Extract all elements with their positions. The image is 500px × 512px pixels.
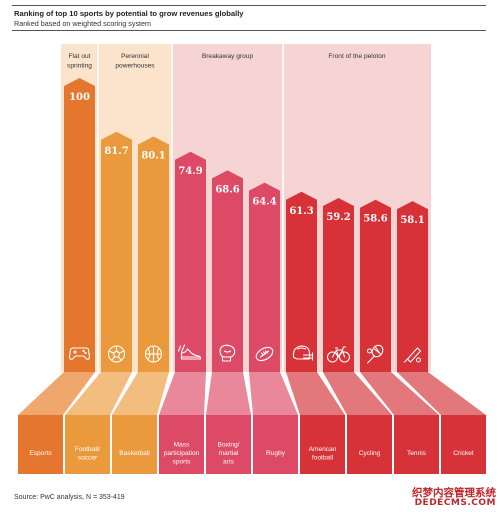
category-label-box: [112, 415, 157, 474]
bar-value-label: 58.6: [363, 214, 387, 225]
base-slab: [159, 372, 206, 415]
running-shoe-icon: [177, 344, 202, 360]
bar: [323, 197, 354, 372]
source-note: Source: PwC analysis, N = 353-419: [14, 494, 125, 501]
bar-value-label: 58.1: [400, 215, 424, 226]
group-label: Perennial powerhouses: [115, 53, 155, 70]
category-label-box: [300, 415, 345, 474]
group-label: Front of the peloton: [328, 53, 386, 60]
cricket-bat-icon: [403, 347, 422, 363]
bar-value-label: 64.4: [252, 197, 276, 208]
category-label: Boxing/martial arts: [218, 442, 240, 466]
chart-title: Ranking of top 10 sports by potential to…: [14, 9, 244, 18]
category-label: Mass participation sports: [164, 442, 200, 466]
category-label: Esports: [29, 450, 52, 457]
category-label-box: [65, 415, 110, 474]
bar-value-label: 68.6: [215, 184, 239, 195]
bar: [64, 78, 95, 372]
bar: [360, 199, 391, 372]
base-slab: [206, 372, 251, 415]
bicycle-icon: [326, 346, 351, 363]
bar: [175, 151, 206, 372]
category-label: Rugby: [266, 450, 286, 457]
base-slab: [65, 372, 132, 415]
category-label-box: [347, 415, 392, 474]
bar: [101, 131, 132, 372]
bar-value-label: 81.7: [104, 146, 128, 157]
category-label-box: [18, 415, 63, 474]
group-label: Breakaway group: [202, 53, 254, 60]
header-rule: [12, 30, 486, 31]
watermark: 织梦内容管理系统 DEDECMS.COM: [412, 486, 496, 508]
source-text: PwC analysis, N = 353-419: [40, 494, 125, 501]
soccer-ball-icon: [107, 345, 126, 363]
bar: [397, 201, 428, 372]
tennis-racket-icon: [366, 344, 384, 364]
category-label-box: [206, 415, 251, 474]
bar-value-label: 59.2: [326, 212, 350, 223]
category-label: Basketball: [119, 450, 150, 457]
category-label: Tennis: [407, 450, 427, 457]
top-rule: [12, 5, 486, 6]
base-slab: [249, 372, 298, 415]
watermark-line1: 织梦内容管理系统: [412, 486, 496, 499]
bar-value-label: 80.1: [141, 151, 165, 162]
bar-value-label: 61.3: [289, 206, 313, 217]
group-label: Flat out sprinting: [67, 53, 92, 70]
base-slab: [323, 372, 392, 415]
bar: [138, 136, 169, 372]
category-label: Football/soccer: [75, 446, 100, 462]
base-slab: [397, 372, 486, 415]
bar-value-label: 74.9: [178, 166, 202, 177]
category-label: American football: [309, 446, 337, 462]
bar: [286, 191, 317, 372]
base-slab: [360, 372, 439, 415]
category-label-box: [159, 415, 204, 474]
rugby-ball-icon: [255, 346, 274, 362]
category-label: Cricket: [453, 450, 474, 457]
bar: [212, 170, 243, 372]
gamepad-icon: [68, 347, 91, 360]
watermark-line2: DEDECMS.COM: [414, 497, 496, 508]
category-label: Cycling: [359, 450, 381, 457]
category-label-box: [441, 415, 486, 474]
category-label-box: [253, 415, 298, 474]
boxing-glove-icon: [219, 344, 236, 362]
chart-subtitle: Ranked based on weighted scoring system: [14, 19, 152, 28]
base-slab: [18, 372, 95, 415]
bar: [249, 182, 280, 372]
bar-value-label: 100: [69, 92, 90, 103]
base-slab: [286, 372, 345, 415]
football-helmet-icon: [292, 345, 314, 361]
base-slab: [112, 372, 169, 415]
basketball-icon: [144, 345, 163, 363]
category-label-box: [394, 415, 439, 474]
